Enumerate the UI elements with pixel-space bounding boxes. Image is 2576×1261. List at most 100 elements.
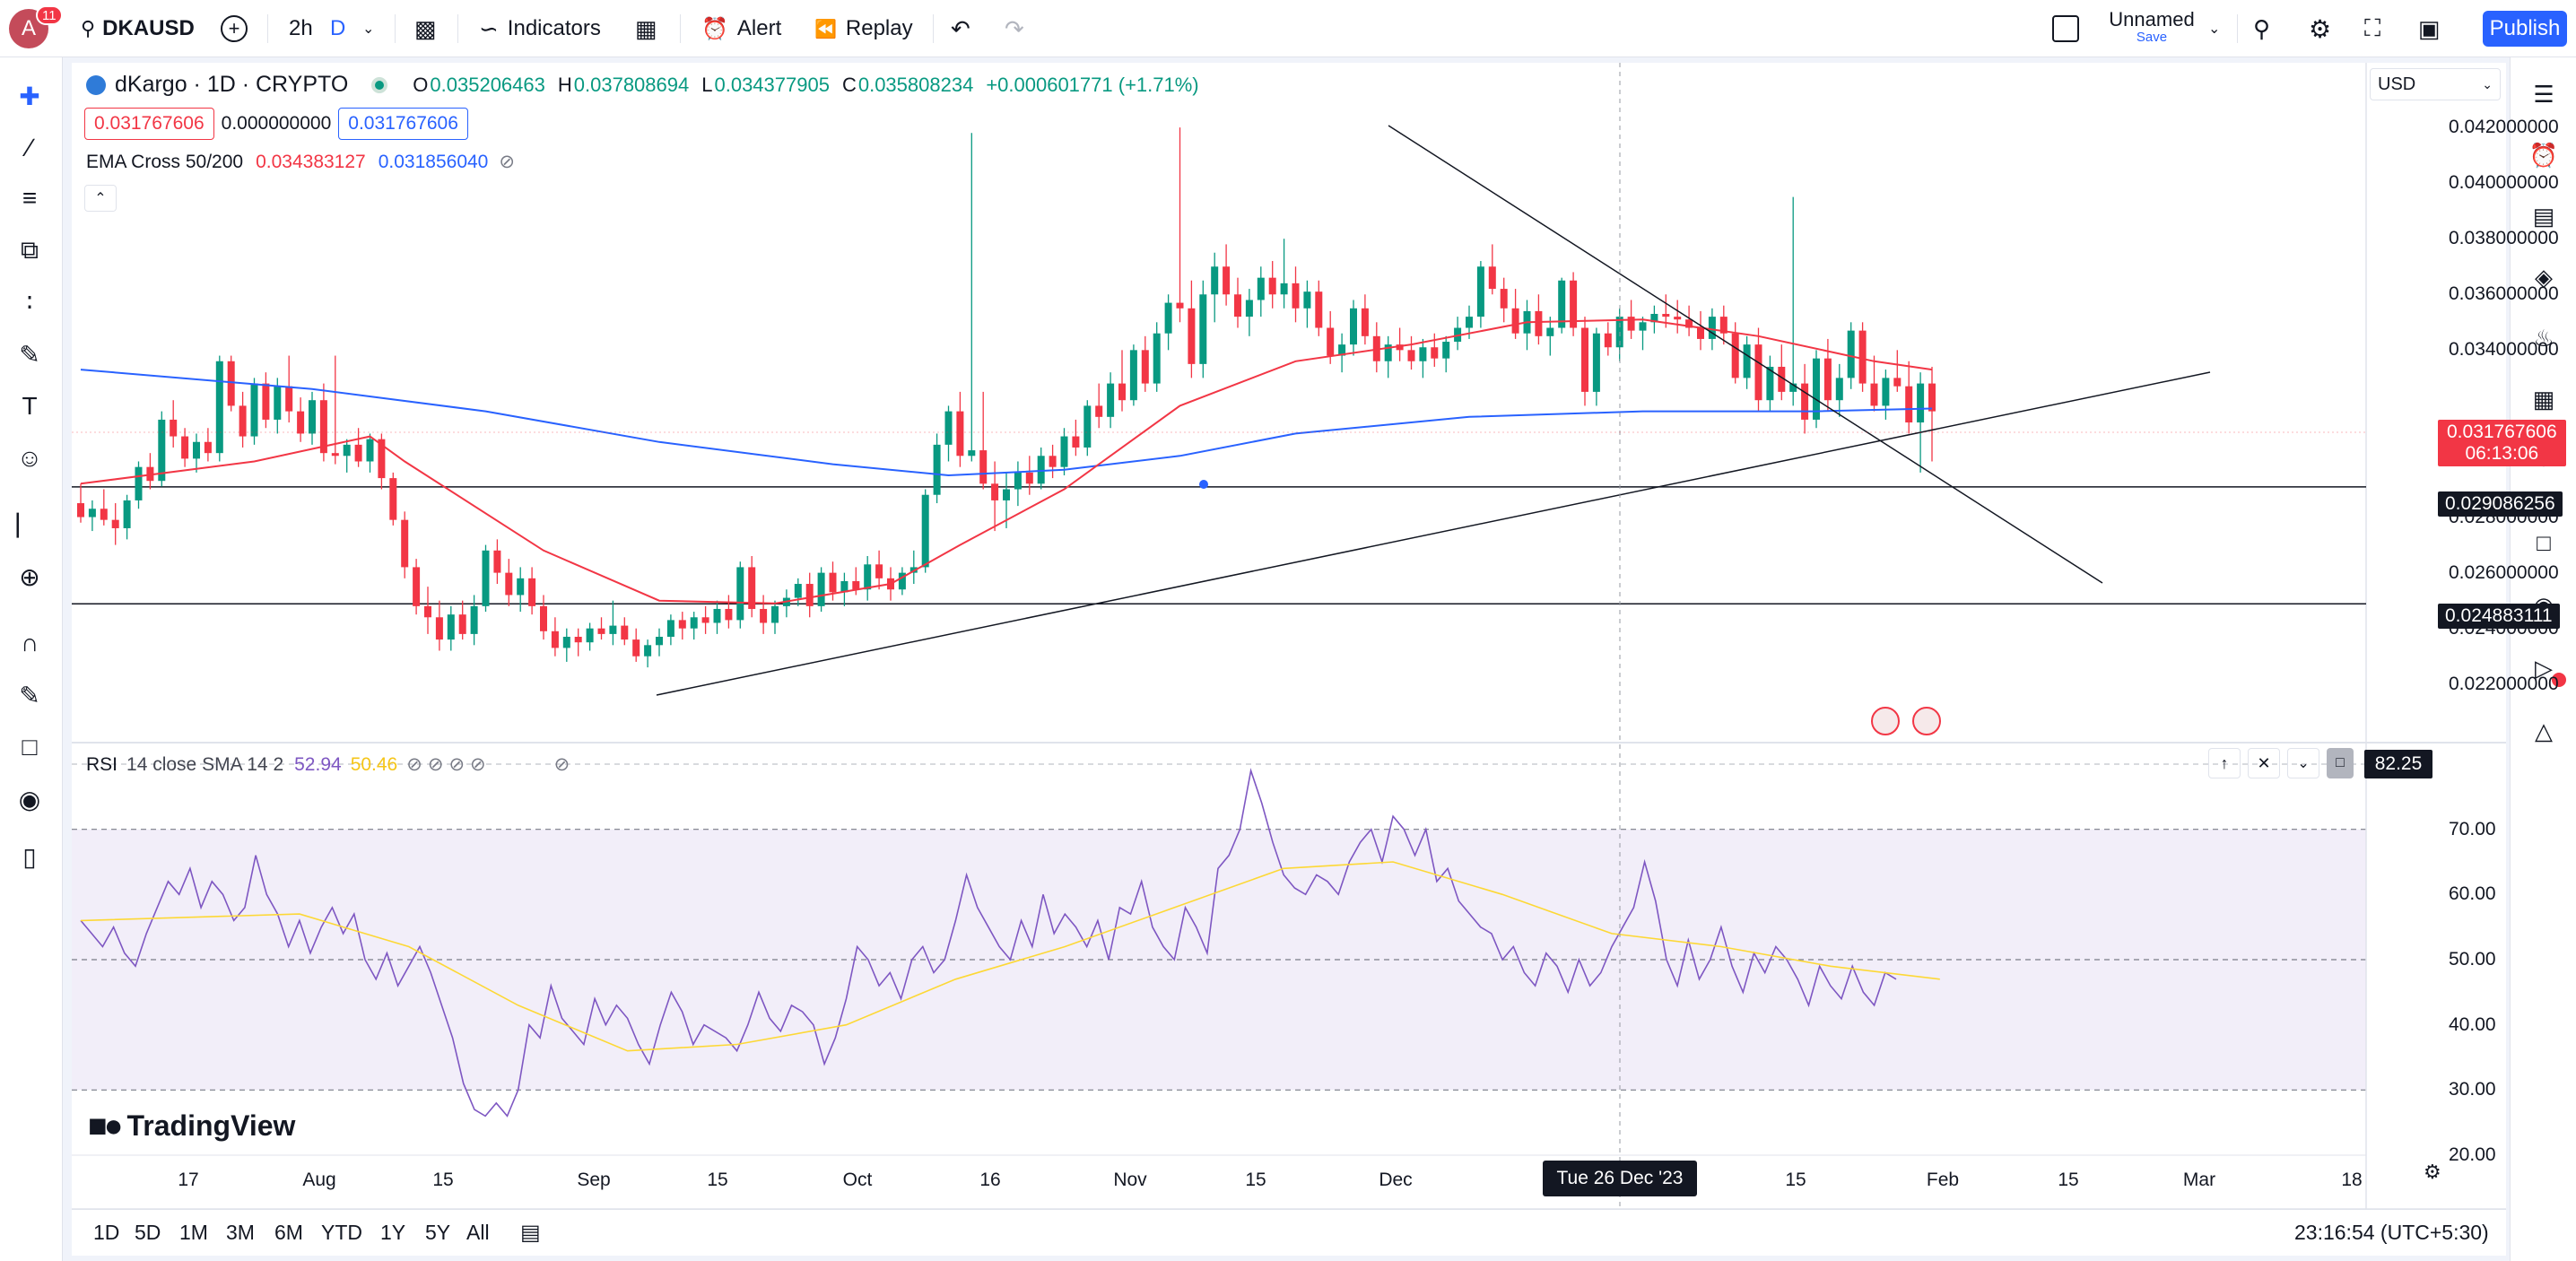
replay-button[interactable]: ⏪ Replay <box>814 16 913 40</box>
candle[interactable] <box>898 567 906 596</box>
candle[interactable] <box>493 539 501 585</box>
candle[interactable] <box>1268 261 1276 309</box>
candle[interactable] <box>239 391 247 448</box>
candle[interactable] <box>1107 372 1115 429</box>
redo-button[interactable]: ↷ <box>1005 0 1024 57</box>
layers-icon[interactable]: ◈ <box>2535 263 2553 291</box>
candle[interactable] <box>1315 280 1323 336</box>
candle[interactable] <box>1581 317 1588 406</box>
candle[interactable] <box>378 433 386 490</box>
candle[interactable] <box>111 503 119 545</box>
candle[interactable] <box>644 639 652 668</box>
candle[interactable] <box>956 391 964 467</box>
symbol-search[interactable]: ⚲ DKAUSD <box>81 16 195 40</box>
candle[interactable] <box>181 428 189 467</box>
candle[interactable] <box>1928 366 1936 462</box>
candle[interactable] <box>1419 338 1427 378</box>
object-tree-icon[interactable]: ▤ <box>2532 202 2555 230</box>
candle[interactable] <box>1095 383 1103 429</box>
interval-flag[interactable]: D <box>330 16 346 40</box>
compare-symbol-button[interactable]: + <box>221 0 248 57</box>
candle[interactable] <box>458 600 466 640</box>
candle[interactable] <box>586 622 594 651</box>
candle[interactable] <box>1592 327 1600 406</box>
range-button-ytd[interactable]: YTD <box>321 1220 362 1244</box>
candle[interactable] <box>1893 350 1902 392</box>
candle[interactable] <box>1476 261 1484 328</box>
candle[interactable] <box>1685 305 1693 336</box>
candle[interactable] <box>609 600 617 646</box>
undo-button[interactable]: ↶ <box>951 0 970 57</box>
quick-search-button[interactable]: ⚲ <box>2253 0 2270 57</box>
candle[interactable] <box>1014 461 1022 507</box>
move-pane-up-icon[interactable]: ↑ <box>2208 748 2241 778</box>
candle[interactable] <box>1292 266 1300 323</box>
range-button-5y[interactable]: 5Y <box>425 1220 451 1244</box>
trend-lines[interactable] <box>656 125 2211 696</box>
candle[interactable] <box>1431 333 1439 367</box>
candle[interactable] <box>413 559 421 615</box>
snapshot-button[interactable]: ▣ <box>2418 0 2441 57</box>
candle[interactable] <box>562 628 570 662</box>
pattern-icon[interactable]: ⧉ <box>21 235 39 264</box>
candle[interactable] <box>1384 335 1392 378</box>
candle[interactable] <box>701 605 709 634</box>
candle[interactable] <box>262 372 270 429</box>
emoji-icon[interactable]: ☺ <box>16 444 43 472</box>
candle[interactable] <box>1083 400 1092 457</box>
candle[interactable] <box>1743 335 1751 389</box>
candle[interactable] <box>447 605 455 651</box>
candle[interactable] <box>1025 456 1033 495</box>
candle[interactable] <box>1199 280 1207 378</box>
candle[interactable] <box>1442 335 1450 373</box>
candle[interactable] <box>736 561 744 629</box>
currency-selector[interactable]: USD ⌄ <box>2370 68 2501 100</box>
candle[interactable] <box>540 595 547 640</box>
candle[interactable] <box>470 595 478 646</box>
candle[interactable] <box>1211 252 1219 323</box>
descending-trend-line[interactable] <box>1388 125 2103 584</box>
candle[interactable] <box>574 628 582 657</box>
candle[interactable] <box>1570 272 1578 336</box>
candle[interactable] <box>1639 317 1647 351</box>
chart-type-button[interactable]: ▩ <box>414 0 437 57</box>
candle[interactable] <box>933 433 941 504</box>
us-flag-event-icon[interactable] <box>1871 707 1900 735</box>
candle[interactable] <box>319 383 327 462</box>
horizontal-lines[interactable] <box>72 486 2366 605</box>
candle[interactable] <box>204 428 212 462</box>
trend-line-icon[interactable]: ∕ <box>27 134 32 161</box>
candle[interactable] <box>331 355 339 465</box>
ema-legend[interactable]: EMA Cross 50/200 0.034383127 0.031856040… <box>86 151 515 173</box>
hidden-eye-icon[interactable]: ⊘ <box>499 152 515 172</box>
fullscreen-button[interactable]: ⛶ <box>2364 0 2380 57</box>
candle[interactable] <box>805 572 814 618</box>
indicators-button[interactable]: ∽ Indicators <box>479 14 601 42</box>
candle[interactable] <box>840 572 849 606</box>
candle[interactable] <box>77 483 84 523</box>
candle[interactable] <box>1835 363 1843 417</box>
candle[interactable] <box>551 617 559 657</box>
candle[interactable] <box>1604 322 1612 356</box>
chart-canvas[interactable] <box>72 63 2506 1256</box>
ruler-icon[interactable]: ⎸ <box>16 509 42 538</box>
candle[interactable] <box>1674 300 1682 334</box>
candle[interactable] <box>771 600 779 634</box>
range-button-1m[interactable]: 1M <box>179 1220 208 1244</box>
candle[interactable] <box>1350 300 1357 356</box>
candle[interactable] <box>309 391 316 445</box>
candle[interactable] <box>250 378 258 445</box>
candle[interactable] <box>170 400 178 448</box>
candle[interactable] <box>482 544 490 613</box>
chat-icon[interactable]: □ <box>2537 528 2551 556</box>
candle[interactable] <box>1303 280 1311 328</box>
candle[interactable] <box>713 600 721 634</box>
candle[interactable] <box>1870 355 1878 412</box>
layout-name-menu[interactable]: Unnamed Save <box>2109 8 2195 45</box>
candle[interactable] <box>1060 428 1068 475</box>
candle[interactable] <box>1917 372 1925 473</box>
candle[interactable] <box>1327 310 1335 364</box>
candle[interactable] <box>366 433 374 473</box>
alarm-clock-icon[interactable]: ⏰ <box>2528 141 2559 169</box>
candle[interactable] <box>1037 447 1045 490</box>
